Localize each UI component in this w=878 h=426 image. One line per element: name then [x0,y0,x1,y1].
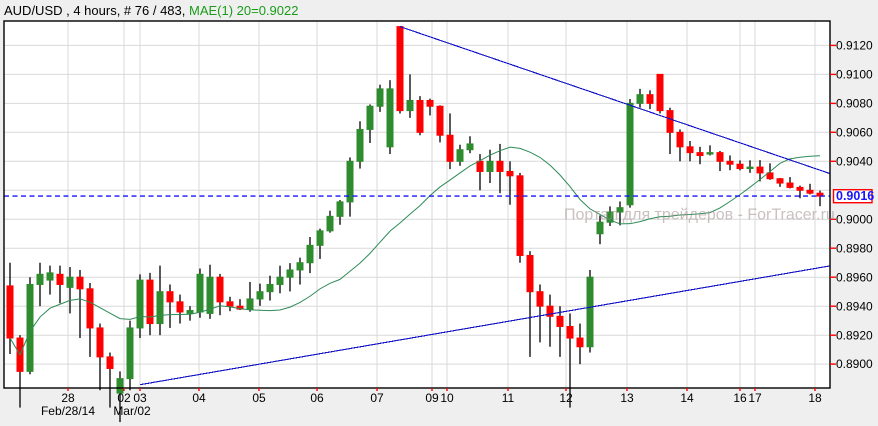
svg-text:0.8920: 0.8920 [836,328,873,342]
svg-text:18: 18 [808,391,822,405]
svg-text:0.8900: 0.8900 [836,357,873,371]
svg-text:11: 11 [502,391,515,405]
svg-text:06: 06 [310,391,324,405]
svg-text:Mar/02: Mar/02 [113,404,151,418]
svg-text:0.8940: 0.8940 [836,299,873,313]
svg-text:0.9080: 0.9080 [836,97,873,111]
svg-text:09: 09 [425,391,439,405]
svg-text:16: 16 [733,391,747,405]
svg-text:0.9100: 0.9100 [836,68,873,82]
svg-text:0.9120: 0.9120 [836,39,873,53]
svg-text:0.9000: 0.9000 [836,212,873,226]
svg-text:28: 28 [61,391,75,405]
svg-text:Feb/28/14: Feb/28/14 [41,404,95,418]
svg-text:13: 13 [620,391,634,405]
svg-text:10: 10 [440,391,454,405]
svg-text:17: 17 [748,391,762,405]
svg-text:0.9060: 0.9060 [836,125,873,139]
svg-text:0.9016: 0.9016 [836,189,874,203]
svg-text:03: 03 [133,391,147,405]
svg-text:0.8980: 0.8980 [836,241,873,255]
svg-text:Портал для трейдеров - ForTrac: Портал для трейдеров - ForTracer.ru [564,207,835,224]
svg-text:12: 12 [559,391,573,405]
svg-text:0.9040: 0.9040 [836,154,873,168]
svg-text:05: 05 [252,391,266,405]
svg-text:0.8960: 0.8960 [836,270,873,284]
svg-text:07: 07 [370,391,384,405]
svg-text:04: 04 [192,391,206,405]
svg-text:02: 02 [117,391,131,405]
svg-text:14: 14 [680,391,694,405]
